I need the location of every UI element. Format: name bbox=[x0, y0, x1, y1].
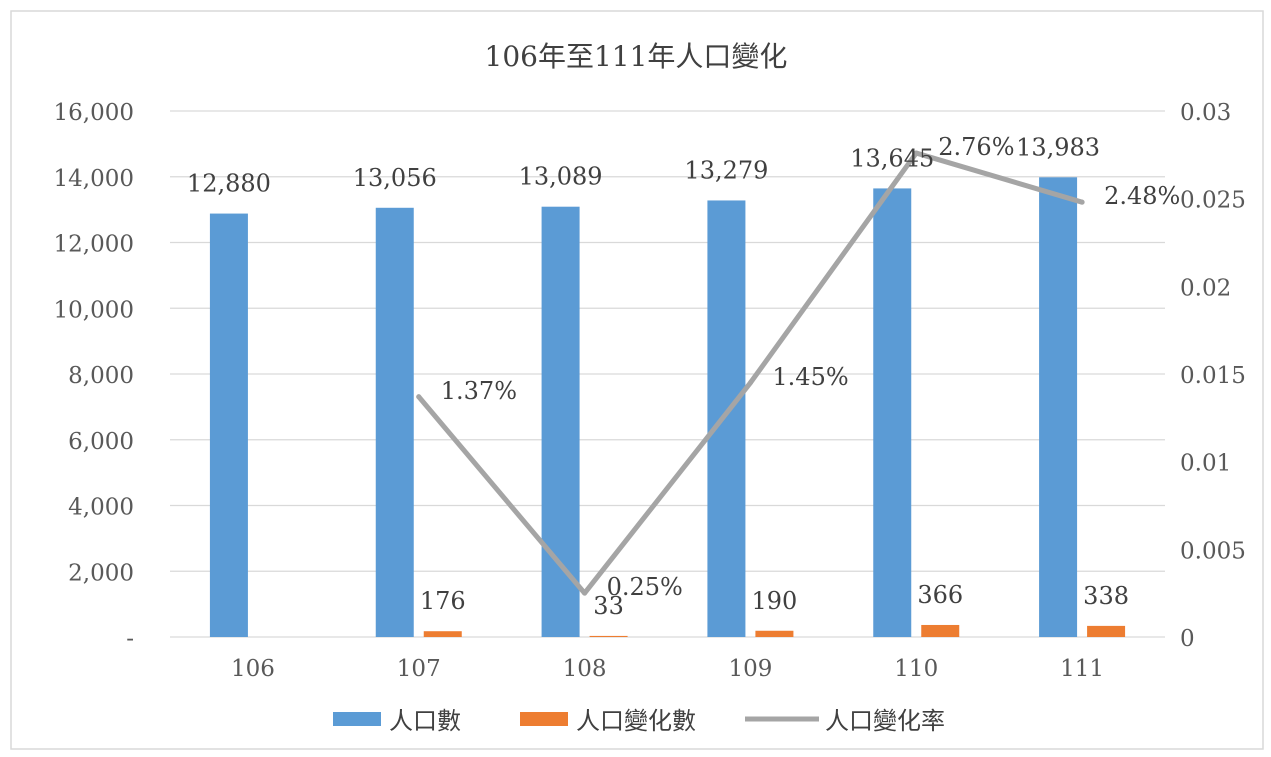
right-tick-label: 0.01 bbox=[1180, 451, 1231, 477]
line-series bbox=[416, 150, 1085, 596]
left-tick-label: - bbox=[126, 626, 134, 652]
rate-label: 0.25% bbox=[607, 573, 683, 601]
right-axis: 0 0.005 0.01 0.015 0.02 0.025 0.03 bbox=[1180, 100, 1246, 652]
bar bbox=[209, 213, 248, 637]
x-tick-label: 107 bbox=[397, 656, 441, 682]
left-tick-label: 12,000 bbox=[54, 232, 134, 258]
rate-label: 2.76% bbox=[938, 133, 1014, 161]
line-point bbox=[582, 590, 588, 596]
data-label: 13,089 bbox=[519, 163, 603, 191]
gridlines bbox=[170, 110, 1165, 638]
legend-swatch bbox=[520, 712, 568, 726]
bar bbox=[423, 631, 462, 637]
data-label: 13,279 bbox=[684, 156, 768, 184]
bar bbox=[873, 188, 912, 637]
left-tick-label: 8,000 bbox=[68, 363, 134, 389]
x-tick-label: 111 bbox=[1060, 656, 1104, 682]
rate-label: 1.37% bbox=[441, 377, 517, 405]
line-point bbox=[913, 150, 919, 156]
bar-series bbox=[209, 177, 1126, 637]
bar bbox=[755, 630, 794, 637]
right-tick-label: 0.015 bbox=[1180, 363, 1246, 389]
data-label: 13,645 bbox=[850, 144, 934, 172]
left-axis: - 2,000 4,000 6,000 8,000 10,000 12,000 14,000 1… bbox=[54, 100, 134, 652]
data-label: 13,983 bbox=[1016, 133, 1100, 161]
bar bbox=[921, 624, 960, 637]
data-label: 12,880 bbox=[187, 170, 271, 198]
left-tick-label: 2,000 bbox=[68, 560, 134, 586]
data-labels: 12,880 13,056 13,089 13,279 13,645 13,983 176 3… bbox=[187, 133, 1180, 620]
x-tick-label: 109 bbox=[728, 656, 772, 682]
left-tick-label: 14,000 bbox=[54, 166, 134, 192]
line-point bbox=[416, 394, 422, 400]
x-tick-label: 110 bbox=[894, 656, 938, 682]
data-label: 176 bbox=[420, 587, 466, 615]
left-tick-label: 16,000 bbox=[54, 100, 134, 126]
right-tick-label: 0.025 bbox=[1180, 188, 1246, 214]
legend-label: 人口數 bbox=[389, 707, 461, 735]
bar bbox=[589, 635, 628, 637]
legend-swatch bbox=[333, 712, 381, 726]
legend-label: 人口變化數 bbox=[576, 707, 696, 735]
line-point bbox=[747, 380, 753, 386]
right-tick-label: 0.03 bbox=[1180, 100, 1231, 126]
right-tick-label: 0.005 bbox=[1180, 538, 1246, 564]
x-tick-label: 108 bbox=[563, 656, 607, 682]
right-tick-label: 0 bbox=[1180, 626, 1195, 652]
bar bbox=[707, 200, 746, 637]
data-label: 190 bbox=[752, 587, 798, 615]
bar bbox=[541, 206, 580, 637]
right-tick-label: 0.02 bbox=[1180, 275, 1231, 301]
left-tick-label: 4,000 bbox=[68, 495, 134, 521]
chart-title: 106年至111年人口變化 bbox=[485, 40, 788, 73]
bar bbox=[375, 207, 414, 637]
x-axis: 106 107 108 109 110 111 bbox=[231, 656, 1104, 682]
legend-label: 人口變化率 bbox=[825, 707, 945, 735]
bar bbox=[1087, 625, 1126, 637]
rate-label: 1.45% bbox=[772, 363, 848, 391]
data-label: 33 bbox=[593, 592, 624, 620]
x-tick-label: 106 bbox=[231, 656, 275, 682]
data-label: 13,056 bbox=[353, 164, 437, 192]
left-tick-label: 6,000 bbox=[68, 429, 134, 455]
data-label: 338 bbox=[1083, 582, 1129, 610]
legend: 人口數 人口變化數 人口變化率 bbox=[333, 707, 945, 735]
bar bbox=[1039, 177, 1078, 637]
rate-label: 2.48% bbox=[1104, 182, 1180, 210]
left-tick-label: 10,000 bbox=[54, 297, 134, 323]
data-label: 366 bbox=[917, 581, 963, 609]
line-point bbox=[1079, 199, 1085, 205]
